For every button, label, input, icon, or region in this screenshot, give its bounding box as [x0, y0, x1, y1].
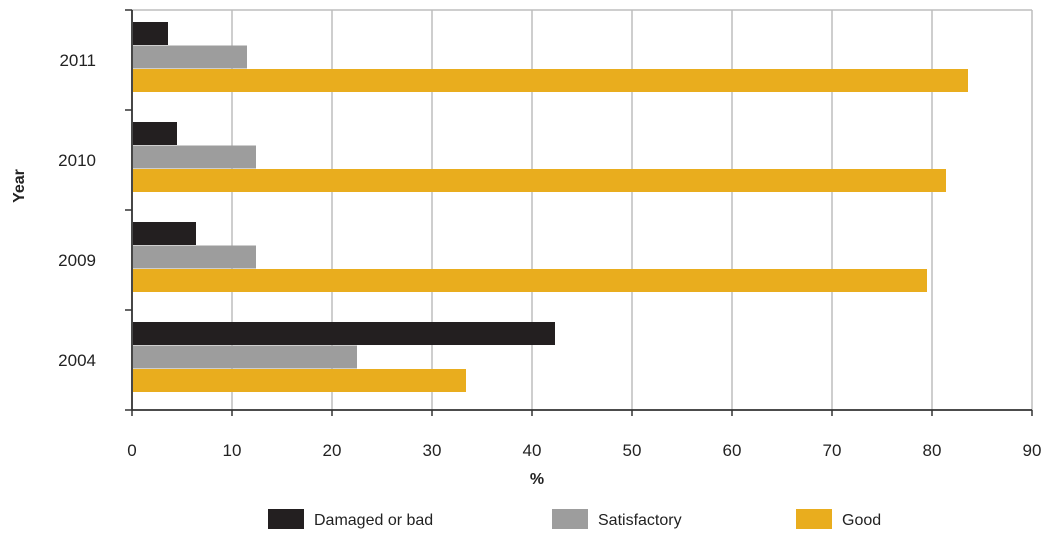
x-tick-label: 0	[127, 441, 136, 460]
x-tick-label: 10	[223, 441, 242, 460]
bar	[133, 222, 196, 245]
bars	[133, 22, 968, 392]
x-tick-label: 50	[623, 441, 642, 460]
legend-label: Damaged or bad	[314, 512, 433, 529]
legend-swatch	[796, 509, 832, 529]
bar	[133, 145, 256, 169]
legend-label: Satisfactory	[598, 512, 682, 529]
x-tick-label: 80	[923, 441, 942, 460]
y-tick-label: 2010	[58, 151, 96, 170]
x-tick-label: 30	[423, 441, 442, 460]
bar	[133, 122, 177, 145]
x-tick-label: 40	[523, 441, 542, 460]
bar	[133, 245, 256, 269]
legend-swatch	[552, 509, 588, 529]
tick-labels: 0 10 20 30 40 50 60 70 80 90 2011 2010 2009 2004	[58, 51, 1041, 460]
x-axis-label: %	[530, 471, 544, 488]
y-tick-label: 2011	[59, 51, 96, 70]
bar	[133, 269, 927, 292]
y-axis-label: Year	[11, 169, 28, 203]
y-tick-label: 2004	[58, 351, 96, 370]
x-tick-label: 60	[723, 441, 742, 460]
x-tick-label: 70	[823, 441, 842, 460]
bar	[133, 322, 555, 345]
y-tick-label: 2009	[58, 251, 96, 270]
x-tick-label: 90	[1023, 441, 1042, 460]
legend: Damaged or bad Satisfactory Good	[268, 509, 881, 529]
x-tick-label: 20	[323, 441, 342, 460]
bar	[133, 169, 946, 192]
bar	[133, 45, 247, 69]
bar	[133, 345, 357, 369]
bar	[133, 369, 466, 392]
axes	[125, 9, 1033, 416]
bar	[133, 22, 168, 45]
legend-label: Good	[842, 512, 881, 529]
legend-swatch	[268, 509, 304, 529]
bar	[133, 69, 968, 92]
